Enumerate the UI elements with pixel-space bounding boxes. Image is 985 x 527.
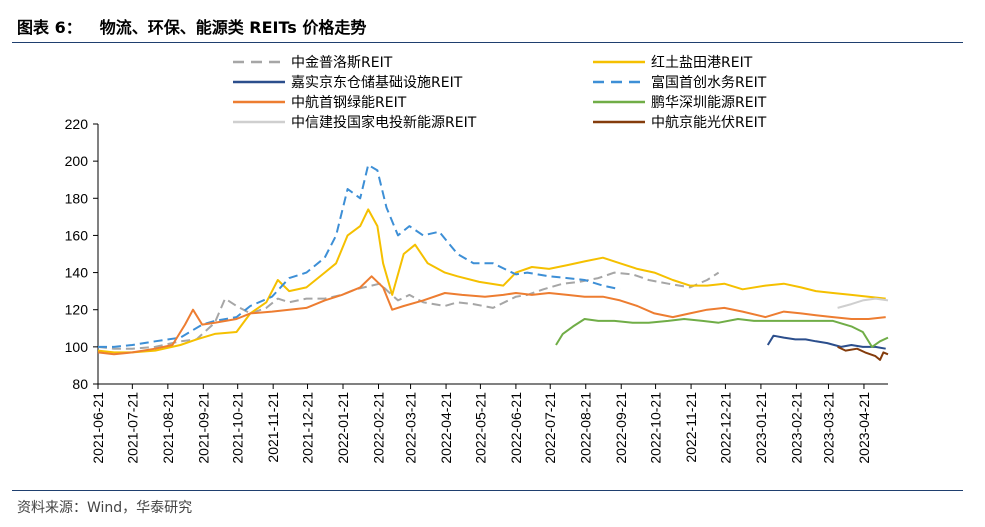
legend: 中金普洛斯REIT 红土盐田港REIT 嘉实京东仓储基础设施REIT 富国首创水务RE… [233, 55, 767, 131]
x-tick-label: 2022-09-21 [613, 392, 629, 464]
legend-label-5: 中航首钢绿能REIT [291, 95, 407, 111]
x-tick-label: 2022-03-21 [403, 392, 419, 464]
x-tick-label: 2021-11-21 [265, 392, 281, 463]
x-tick-label: 2021-07-21 [124, 392, 140, 464]
figure-title: 物流、环保、能源类 REITs 价格走势 [99, 18, 367, 37]
series-line-6 [555, 318, 889, 348]
y-tick-label: 180 [65, 190, 89, 206]
y-tick-label: 140 [65, 265, 89, 281]
series-line-7 [837, 297, 889, 309]
x-tick-label: 2021-12-21 [300, 392, 316, 464]
y-axis: 80 100 120 140 160 180 200 220 [65, 116, 99, 392]
figure-number: 图表 6： [17, 18, 82, 37]
y-tick-label: 120 [65, 302, 89, 318]
x-tick-label: 2021-10-21 [230, 392, 246, 464]
legend-label-3: 嘉实京东仓储基础设施REIT [291, 74, 463, 91]
legend-label-8: 中航京能光伏REIT [651, 115, 767, 131]
top-rule [12, 42, 963, 43]
x-tick-label: 2022-07-21 [542, 392, 558, 464]
figure-header: 图表 6： 物流、环保、能源类 REITs 价格走势 [17, 14, 366, 38]
x-tick-label: 2022-01-21 [335, 392, 351, 464]
legend-label-2: 红土盐田港REIT [651, 55, 753, 71]
x-tick-label: 2022-05-21 [472, 392, 488, 464]
x-tick-label: 2023-04-21 [856, 392, 872, 464]
legend-label-7: 中信建投国家电投新能源REIT [291, 114, 477, 131]
x-tick-label: 2022-08-21 [578, 392, 594, 464]
x-tick-label: 2023-02-21 [788, 392, 804, 464]
x-tick-label: 2022-11-21 [683, 392, 699, 463]
x-tick-label: 2023-03-21 [820, 392, 836, 464]
series-line-4 [98, 163, 621, 348]
bottom-rule [12, 490, 963, 491]
source-note: 资料来源：Wind，华泰研究 [17, 500, 193, 516]
y-tick-label: 200 [65, 153, 89, 169]
series-line-3 [766, 334, 886, 350]
y-tick-label: 100 [65, 339, 89, 355]
x-tick-label: 2022-10-21 [648, 392, 664, 464]
x-tick-label: 2021-08-21 [160, 392, 176, 464]
x-tick-label: 2022-02-21 [371, 392, 387, 464]
x-tick-label: 2023-01-21 [753, 392, 769, 464]
series-line-5 [97, 275, 886, 356]
x-tick-label: 2022-12-21 [717, 392, 733, 464]
legend-label-4: 富国首创水务REIT [651, 74, 767, 91]
x-tick-label: 2021-06-21 [90, 392, 106, 464]
x-axis: 2021-06-21 2021-07-21 2021-08-21 2021-09-21… [90, 383, 888, 464]
series-line-8 [837, 345, 889, 361]
series-line-2 [97, 208, 886, 354]
x-tick-label: 2021-09-21 [195, 392, 211, 464]
y-tick-label: 80 [72, 376, 88, 392]
y-tick-label: 160 [65, 227, 89, 243]
series-lines [97, 163, 889, 361]
legend-label-1: 中金普洛斯REIT [291, 55, 393, 71]
y-tick-label: 220 [65, 116, 89, 132]
legend-label-6: 鹏华深圳能源REIT [651, 95, 767, 111]
x-tick-label: 2022-04-21 [438, 392, 454, 464]
x-tick-label: 2022-06-21 [508, 392, 524, 464]
line-chart: 中金普洛斯REIT 红土盐田港REIT 嘉实京东仓储基础设施REIT 富国首创水务RE… [65, 55, 889, 464]
series-line-1 [97, 271, 720, 350]
